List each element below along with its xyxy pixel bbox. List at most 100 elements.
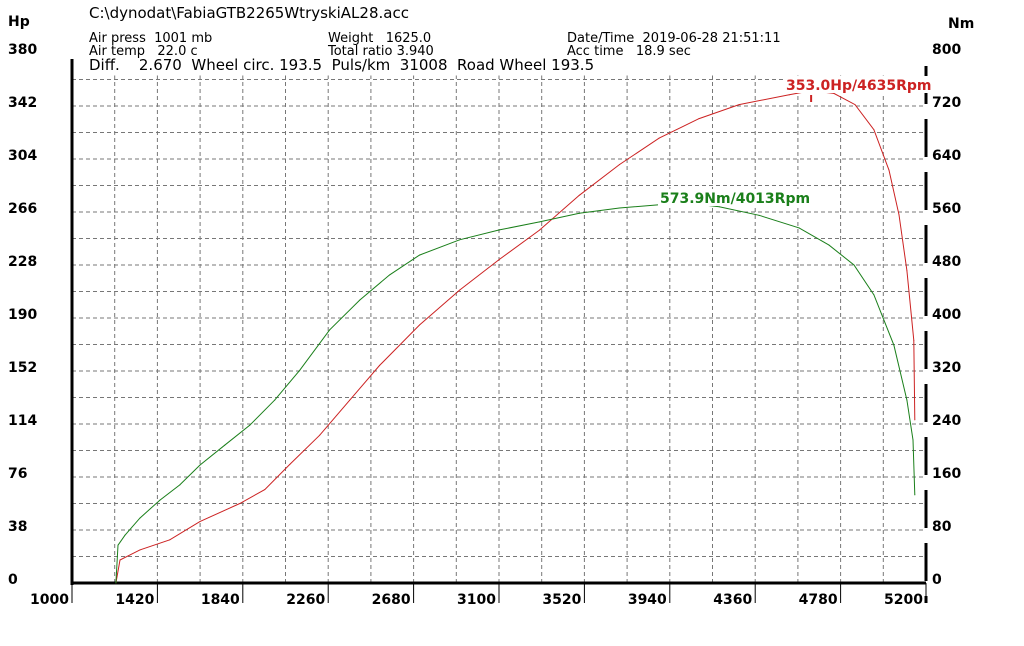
- y-left-tick-label: 304: [8, 148, 37, 164]
- x-tick-label: 1840: [201, 592, 240, 608]
- y-left-tick-label: 152: [8, 360, 37, 376]
- torque-point: [418, 254, 420, 256]
- torque-label-bg: [658, 189, 812, 206]
- torque-point: [359, 299, 361, 301]
- y-right-tick-label: 320: [932, 360, 961, 376]
- power-point: [898, 214, 900, 216]
- y-right-tick-label: 80: [932, 519, 952, 535]
- power-point: [289, 463, 291, 465]
- power-point: [854, 104, 856, 106]
- power-point: [906, 270, 908, 272]
- power-point: [379, 364, 381, 366]
- power-point: [264, 489, 266, 491]
- torque-point: [115, 582, 117, 584]
- left-axis-label: Hp: [8, 14, 30, 30]
- y-right-tick-label: 640: [932, 148, 961, 164]
- power-point: [169, 539, 171, 541]
- annotations: 353.0Hp/4635Rpm 573.9Nm/4013Rpm: [658, 76, 932, 207]
- torque-point: [299, 369, 301, 371]
- torque-point: [274, 399, 276, 401]
- torque-point: [538, 221, 540, 223]
- x-tick-label: 3520: [542, 592, 581, 608]
- y-right-tick-label: 800: [932, 42, 961, 58]
- x-tick-label: 1420: [115, 592, 154, 608]
- torque-peak-label: 573.9Nm/4013Rpm: [660, 191, 810, 207]
- power-point: [698, 118, 700, 120]
- y-left-tick-label: 0: [8, 572, 18, 588]
- power-point: [833, 92, 835, 94]
- torque-point: [914, 494, 916, 496]
- torque-point: [618, 207, 620, 209]
- power-point: [873, 129, 875, 131]
- info-line: Diff. 2.670 Wheel circ. 193.5 Puls/km 31…: [89, 56, 594, 74]
- y-left-tick-label: 76: [8, 466, 27, 482]
- power-curve: [115, 90, 916, 584]
- acc-time: Acc time 18.9 sec: [567, 44, 691, 59]
- file-title: C:\dynodat\FabiaGTB2265WtryskiAL28.acc: [89, 4, 409, 22]
- power-point: [319, 434, 321, 436]
- x-tick-label: 3100: [457, 592, 496, 608]
- power-point: [349, 399, 351, 401]
- y-right-tick-label: 720: [932, 95, 961, 111]
- tick-labels: 1000 1420 1840 2260 2680 3100 3520 3940 4360 4780…: [8, 42, 961, 608]
- power-point: [239, 503, 241, 504]
- torque-point: [224, 444, 226, 446]
- power-point: [888, 169, 890, 171]
- torque-point: [329, 329, 331, 331]
- power-peak-label: 353.0Hp/4635Rpm: [786, 78, 932, 94]
- power-point: [738, 104, 740, 106]
- x-tick-label: 4780: [799, 592, 838, 608]
- power-point: [459, 289, 461, 291]
- torque-point: [906, 399, 908, 401]
- y-left-tick-label: 38: [8, 519, 27, 535]
- torque-point: [912, 439, 914, 441]
- torque-point: [893, 344, 895, 346]
- y-right-tick-label: 560: [932, 201, 961, 217]
- y-left-tick-label: 266: [8, 201, 37, 217]
- power-point: [658, 137, 660, 139]
- power-point: [119, 559, 121, 561]
- torque-point: [117, 544, 119, 546]
- power-point: [914, 419, 916, 421]
- y-left-tick-label: 228: [8, 254, 37, 270]
- x-tick-label: 2260: [286, 592, 325, 608]
- power-point: [139, 549, 141, 551]
- power-point: [618, 164, 620, 166]
- right-axis-label: Nm: [948, 16, 974, 32]
- torque-point: [758, 214, 760, 216]
- air-temp: Air temp 22.0 c: [89, 44, 198, 59]
- y-right-tick-label: 0: [932, 572, 942, 588]
- y-right-tick-label: 480: [932, 254, 961, 270]
- torque-point: [798, 227, 800, 229]
- power-point: [199, 521, 201, 523]
- series: [115, 90, 916, 584]
- y-left-tick-label: 190: [8, 307, 37, 323]
- power-point: [913, 339, 915, 341]
- weight: Weight 1625.0: [328, 31, 431, 46]
- grid: [72, 75, 926, 583]
- power-point: [788, 94, 790, 96]
- x-tick-label: 5200: [884, 592, 923, 608]
- x-tick-label: 1000: [30, 592, 69, 608]
- torque-point: [718, 206, 720, 208]
- torque-point: [873, 294, 875, 296]
- date-time: Date/Time 2019-06-28 21:51:11: [567, 31, 781, 46]
- x-tick-label: 4360: [713, 592, 752, 608]
- torque-point: [139, 517, 141, 519]
- x-tick-label: 2680: [372, 592, 411, 608]
- torque-point: [828, 244, 830, 246]
- power-point: [498, 258, 500, 260]
- y-right-tick-label: 160: [932, 466, 961, 482]
- torque-point: [124, 534, 126, 536]
- total-ratio: Total ratio 3.940: [327, 44, 434, 59]
- power-point: [538, 229, 540, 231]
- y-left-tick-label: 114: [8, 413, 37, 429]
- torque-point: [179, 484, 181, 486]
- torque-point: [389, 274, 391, 276]
- torque-point: [249, 424, 251, 426]
- y-right-tick-label: 400: [932, 307, 961, 323]
- torque-point: [498, 229, 500, 231]
- torque-point: [159, 499, 161, 501]
- y-left-tick-label: 380: [8, 42, 37, 58]
